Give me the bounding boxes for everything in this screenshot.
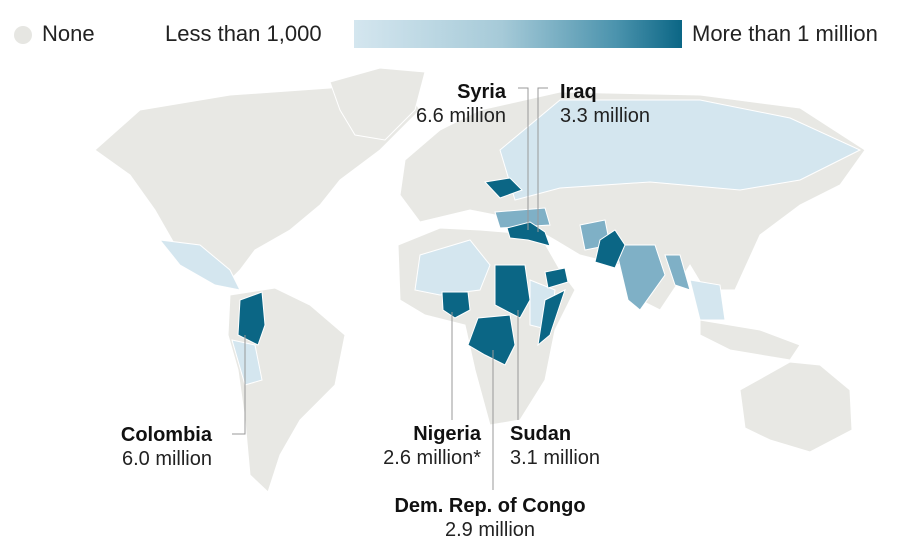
indonesia: [699, 319, 801, 361]
leader-lines: [232, 87, 548, 490]
label-iraq: Iraq 3.3 million: [560, 81, 651, 127]
label-nigeria: Nigeria 2.6 million*: [383, 423, 481, 469]
pakistan: [594, 229, 626, 269]
mexico: [158, 239, 241, 291]
label-syria: Syria 6.6 million: [415, 81, 506, 127]
legend-low-label: Less than 1,000: [165, 21, 322, 46]
north-america: [94, 79, 421, 286]
somalia: [537, 289, 566, 347]
label-sudan: Sudan 3.1 million: [510, 423, 601, 469]
peru: [231, 339, 263, 386]
sudan: [494, 264, 531, 319]
drc: [467, 314, 516, 366]
syria-iraq: [506, 221, 551, 247]
legend-none-swatch: [14, 26, 32, 44]
legend: None Less than 1,000 More than 1 million: [0, 20, 913, 50]
legend-high-label: More than 1 million: [692, 21, 878, 46]
myanmar: [664, 254, 691, 291]
west-africa: [414, 239, 491, 296]
russia: [499, 99, 862, 201]
greenland: [329, 67, 426, 141]
ukraine: [483, 177, 523, 199]
label-colombia: Colombia 6.0 million: [120, 424, 212, 470]
legend-none-label: None: [42, 21, 95, 46]
yemen: [544, 267, 569, 289]
southeast-asia: [689, 279, 726, 321]
label-drc: Dem. Rep. of Congo 2.9 million: [394, 495, 586, 541]
india: [614, 244, 666, 311]
nigeria: [441, 291, 471, 319]
colombia: [237, 291, 266, 346]
legend-gradient: [354, 20, 682, 48]
australia: [739, 361, 853, 453]
